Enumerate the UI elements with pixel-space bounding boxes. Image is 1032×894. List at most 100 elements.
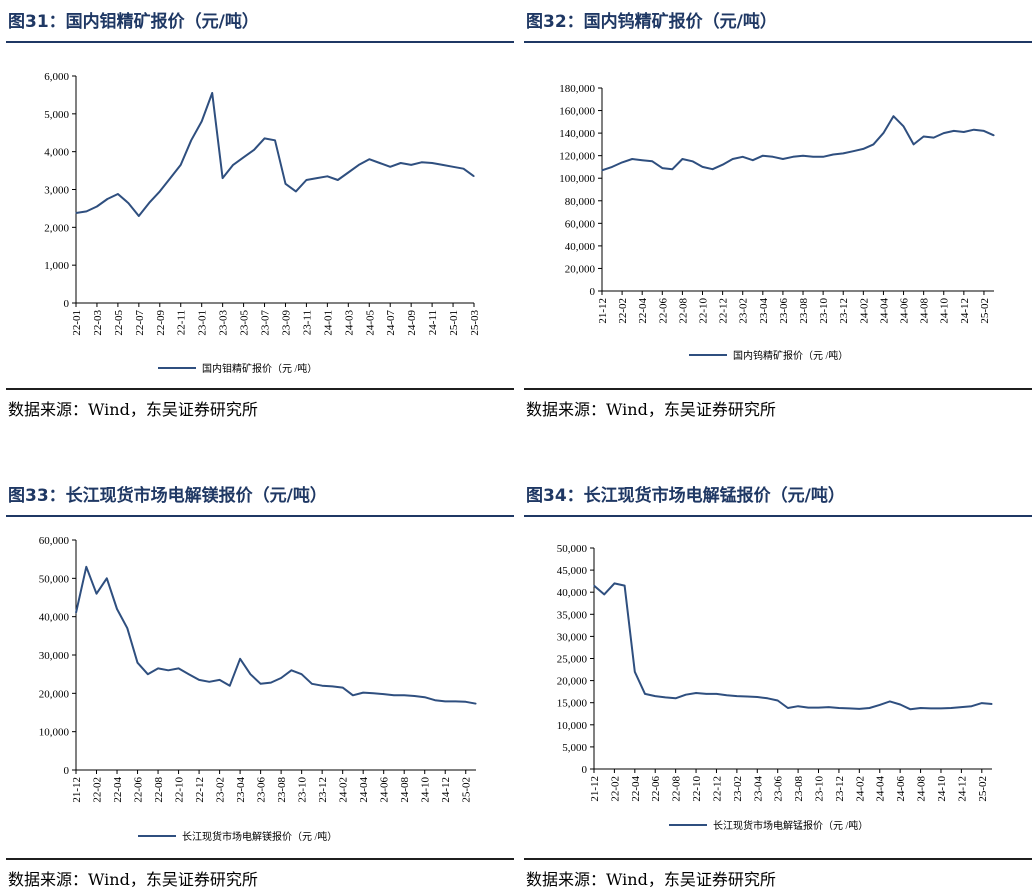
data-point (943, 132, 945, 134)
data-point (812, 156, 814, 158)
data-point (842, 152, 844, 154)
y-tick-label: 40,000 (39, 612, 70, 624)
x-tick-label: 24-10 (936, 776, 948, 802)
data-point (940, 707, 942, 709)
data-point (178, 667, 180, 669)
line-chart: 0 1,000 2,000 3,000 4,000 5,000 6,000 22-01 22-0… (44, 71, 481, 375)
x-tick-label: 24-03 (343, 310, 355, 336)
y-tick-label: 120,000 (559, 151, 595, 163)
x-tick-label: 23-08 (276, 777, 288, 803)
data-point (148, 202, 150, 204)
data-point (960, 706, 962, 708)
data-point (913, 143, 915, 145)
data-point (201, 120, 203, 122)
x-tick-label: 22-03 (92, 310, 104, 336)
data-point (889, 700, 891, 702)
chart-title: 图31：国内钼精矿报价（元/吨） (8, 12, 259, 32)
x-tick-label: 22-02 (617, 298, 629, 324)
y-tick-label: 50,000 (39, 573, 70, 585)
data-point (157, 667, 159, 669)
y-tick-label: 30,000 (39, 650, 70, 662)
data-point (909, 708, 911, 710)
x-tick-label: 24-07 (385, 310, 397, 336)
data-point (654, 695, 656, 697)
title-divider (6, 515, 514, 517)
data-point (981, 702, 983, 704)
data-point (85, 566, 87, 568)
data-point (641, 159, 643, 161)
y-tick-label: 30,000 (557, 631, 588, 643)
y-tick-label: 20,000 (557, 676, 588, 688)
data-point (301, 673, 303, 675)
y-tick-label: 25,000 (557, 654, 588, 666)
x-tick-label: 24-04 (878, 298, 890, 324)
x-tick-label: 22-12 (194, 777, 206, 803)
x-tick-label: 22-08 (671, 776, 683, 802)
x-tick-label: 23-06 (256, 777, 268, 803)
data-point (326, 175, 328, 177)
data-point (601, 169, 603, 171)
x-tick-label: 24-10 (420, 777, 432, 803)
data-point (372, 692, 374, 694)
x-tick-label: 21-12 (71, 777, 83, 803)
y-tick-label: 40,000 (557, 587, 588, 599)
data-point (651, 160, 653, 162)
data-point (852, 150, 854, 152)
y-tick-label: 1,000 (44, 260, 69, 272)
data-point (872, 143, 874, 145)
x-tick-label: 23-08 (793, 776, 805, 802)
data-point (352, 694, 354, 696)
x-tick-label: 22-12 (711, 776, 723, 802)
data-point (180, 164, 182, 166)
x-tick-label: 23-02 (215, 777, 227, 803)
y-tick-label: 140,000 (559, 128, 595, 140)
data-point (838, 707, 840, 709)
data-point (787, 707, 789, 709)
data-point (766, 697, 769, 699)
y-tick-label: 35,000 (557, 609, 588, 621)
data-point (347, 171, 349, 174)
data-point (106, 198, 108, 200)
data-point (613, 582, 615, 584)
data-point (930, 707, 932, 709)
y-tick-label: 4,000 (44, 147, 69, 159)
x-tick-label: 22-06 (657, 298, 669, 324)
data-point (675, 697, 677, 699)
data-point (782, 158, 784, 160)
data-point (611, 166, 613, 168)
data-point (712, 168, 714, 170)
data-point (923, 135, 925, 138)
data-point (342, 687, 344, 689)
data-point (777, 699, 779, 702)
data-point (219, 679, 221, 681)
data-point (290, 669, 292, 671)
data-point (106, 577, 108, 579)
x-tick-label: 23-10 (818, 298, 830, 324)
data-point (879, 704, 881, 706)
x-tick-label: 24-05 (364, 310, 376, 336)
data-point (621, 161, 623, 163)
data-point (722, 164, 724, 166)
data-point (321, 685, 323, 687)
data-point (424, 696, 426, 698)
data-point (862, 148, 864, 150)
data-point (239, 658, 241, 660)
data-point (746, 695, 748, 698)
data-point (732, 158, 734, 160)
x-tick-label: 24-10 (939, 298, 951, 324)
data-point (222, 177, 224, 179)
data-point (167, 669, 169, 671)
x-tick-label: 25-02 (977, 776, 989, 802)
y-tick-label: 0 (64, 765, 70, 777)
data-point (882, 132, 884, 134)
data-point (198, 679, 200, 681)
data-point (147, 673, 149, 675)
x-tick-label: 24-08 (399, 777, 411, 803)
data-point (772, 156, 774, 158)
data-source: 数据来源：Wind，东吴证券研究所 (8, 400, 258, 419)
data-point (316, 177, 318, 179)
x-tick-label: 25-03 (469, 310, 481, 336)
y-tick-label: 15,000 (557, 698, 588, 710)
x-tick-label: 24-12 (440, 777, 452, 803)
x-tick-label: 24-02 (338, 777, 350, 803)
